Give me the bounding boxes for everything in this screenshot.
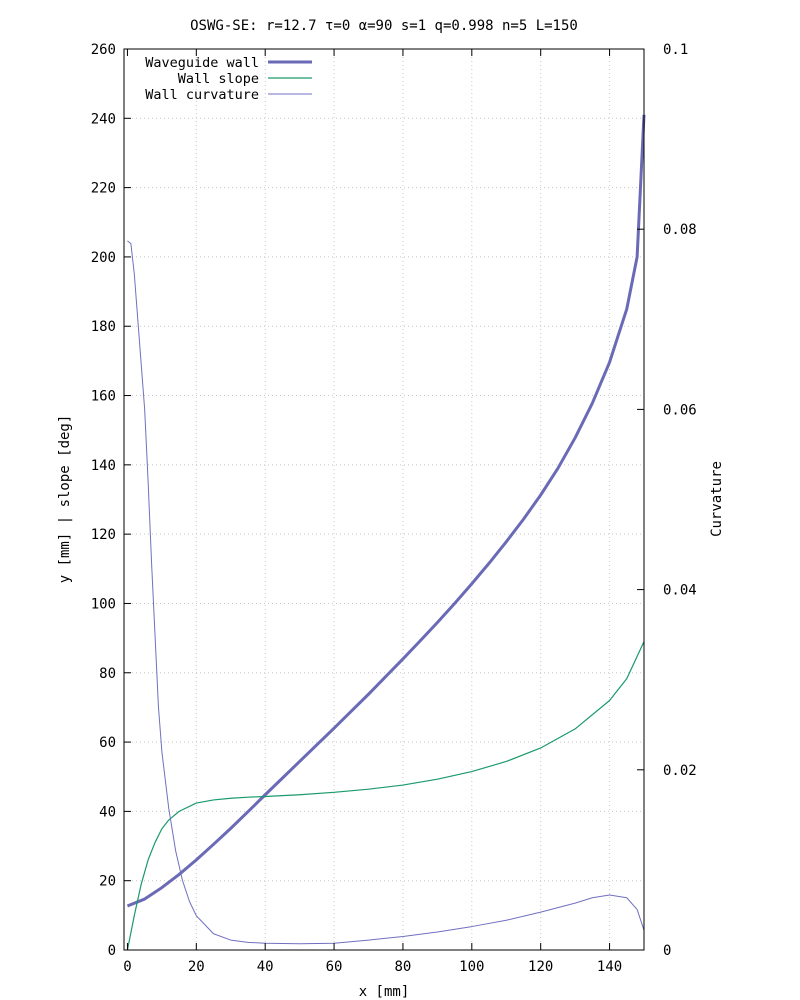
x-tick-label: 80 (395, 959, 412, 975)
y2-axis-label: Curvature (709, 461, 725, 537)
series-group (126, 114, 646, 951)
x-tick-label: 60 (326, 959, 343, 975)
y-tick-label: 0 (108, 943, 116, 959)
legend-label-waveguide-wall: Waveguide wall (145, 55, 259, 71)
x-tick-label: 120 (528, 959, 553, 975)
y2-tick-label: 0.1 (663, 42, 688, 58)
x-tick-label: 0 (123, 959, 131, 975)
y2-tick-label: 0.06 (663, 402, 697, 418)
x-tick-label: 20 (188, 959, 205, 975)
y-tick-label: 140 (91, 458, 116, 474)
y-tick-label: 100 (91, 596, 116, 612)
y-tick-label: 180 (91, 319, 116, 335)
legend: Waveguide wall Wall slope Wall curvature (145, 55, 312, 103)
y-tick-label: 160 (91, 389, 116, 405)
chart-title: OSWG-SE: r=12.7 τ=0 α=90 s=1 q=0.998 n=5… (190, 18, 578, 34)
x-tick-label: 140 (597, 959, 622, 975)
y-tick-label: 60 (99, 735, 116, 751)
legend-label-wall-slope: Wall slope (178, 71, 259, 87)
x-tick-label: 100 (459, 959, 484, 975)
x-tick-label: 40 (257, 959, 274, 975)
y-tick-label: 200 (91, 250, 116, 266)
x-axis-label: x [mm] (359, 984, 410, 1000)
y-tick-label: 260 (91, 42, 116, 58)
series-line-wall-slope (126, 641, 645, 951)
y-tick-label: 120 (91, 527, 116, 543)
y-tick-label: 20 (99, 874, 116, 890)
legend-label-wall-curvature: Wall curvature (145, 87, 259, 103)
y-tick-label: 80 (99, 666, 116, 682)
series-line-waveguide-wall (126, 114, 646, 908)
plot-frame (123, 48, 645, 951)
y2-tick-label: 0.02 (663, 763, 697, 779)
y2-tick-label: 0.04 (663, 583, 697, 599)
y-tick-label: 240 (91, 111, 116, 127)
grid (124, 49, 644, 950)
y2-tick-label: 0.08 (663, 222, 697, 238)
y-axis-label: y [mm] | slope [deg] (57, 415, 73, 584)
y2-tick-label: 0 (663, 943, 671, 959)
y-tick-label: 220 (91, 181, 116, 197)
y-tick-label: 40 (99, 804, 116, 820)
ticks: 0 20 40 60 80 100 120 140 0 20 40 60 80 100 120 140 160 1… (91, 42, 697, 975)
series-line-wall-curvature (127, 240, 645, 945)
